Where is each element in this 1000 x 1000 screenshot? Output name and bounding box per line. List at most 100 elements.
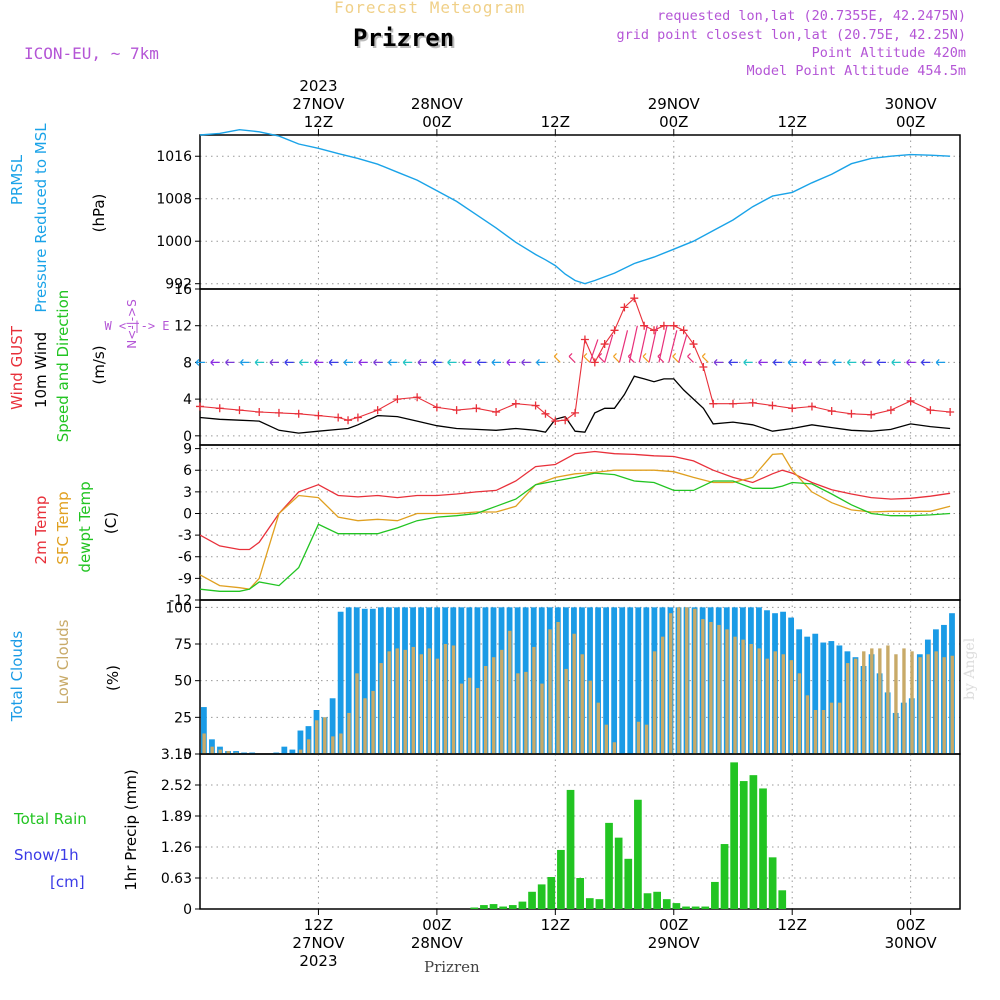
- wind-direction-arrow: [672, 352, 680, 363]
- wind-direction-arrow: [343, 358, 353, 366]
- wind-direction-arrow: [432, 358, 442, 366]
- y-tick-label: 100: [165, 600, 192, 616]
- low-clouds-bar: [725, 629, 729, 754]
- gust-marker: [709, 399, 718, 408]
- low-clouds-bar: [685, 607, 689, 754]
- rain-bar: [585, 898, 594, 909]
- low-clouds-bar: [757, 648, 761, 754]
- low-clouds-bar: [459, 683, 464, 754]
- wind-direction-arrow: [536, 358, 546, 366]
- wind-direction-arrow: [568, 352, 576, 363]
- gust-marker: [235, 406, 244, 415]
- low-clouds-bar: [419, 654, 424, 754]
- bottom-time-label: 00Z: [422, 916, 451, 934]
- low-clouds-bar: [492, 657, 496, 754]
- low-clouds-bar: [821, 710, 826, 754]
- low-clouds-bar: [701, 619, 705, 754]
- bottom-time-label: 2023: [299, 952, 337, 970]
- panel-frame: [199, 288, 961, 446]
- rain-bar: [614, 837, 623, 909]
- low-clouds-bar: [315, 720, 319, 754]
- total-clouds-bar: [337, 611, 344, 754]
- low-clouds-bar: [717, 624, 721, 754]
- gust-marker: [196, 402, 204, 411]
- total-clouds-bar: [595, 607, 601, 754]
- top-time-label: 2023: [299, 77, 337, 95]
- gust-marker: [511, 399, 520, 408]
- rain-bar: [739, 781, 748, 909]
- bottom-time-label: 30NOV: [885, 934, 938, 952]
- temp-unit: (C): [102, 512, 120, 534]
- low-clouds-bar: [636, 721, 641, 754]
- y-tick-label: 0: [183, 747, 192, 763]
- low-clouds-bar: [379, 663, 383, 754]
- bottom-time-label: 27NOV: [292, 934, 345, 952]
- low-clouds-bar: [693, 608, 697, 754]
- low-clouds-bar: [363, 698, 367, 754]
- gust-marker: [294, 409, 303, 418]
- total-clouds-label: Total Clouds: [8, 631, 26, 723]
- precip-axis-label: 1hr Precip (mm): [122, 769, 140, 890]
- low-clouds-bar: [218, 749, 222, 754]
- y-tick-label: 0: [183, 429, 192, 445]
- pressure-label: PRMSL: [8, 154, 26, 205]
- wind-barb: [638, 325, 648, 363]
- low-clouds-bar: [403, 649, 407, 754]
- low-clouds-bar: [918, 657, 922, 754]
- total-clouds-bar: [820, 642, 827, 754]
- y-tick-label: 16: [174, 282, 192, 298]
- total-clouds-bar: [345, 607, 352, 754]
- wind-direction-arrow: [447, 358, 457, 366]
- total-clouds-bar: [828, 641, 835, 754]
- total-clouds-bar: [361, 608, 368, 754]
- low-clouds-label: Low Clouds: [54, 619, 72, 704]
- rain-bar: [768, 857, 777, 909]
- top-time-label: 29NOV: [648, 95, 701, 113]
- gust-marker: [334, 413, 343, 422]
- rain-bar: [595, 899, 604, 909]
- low-clouds-bar: [942, 657, 946, 754]
- top-time-label: 12Z: [778, 113, 807, 131]
- total-clouds-bar: [643, 607, 650, 754]
- low-clouds-bar: [789, 660, 794, 754]
- low-clouds-bar: [813, 710, 818, 754]
- model-label: ICON-EU, ~ 7km: [24, 44, 159, 63]
- gust-marker: [886, 406, 895, 415]
- direction-label: Speed and Direction: [54, 290, 72, 443]
- y-tick-label: 12: [174, 319, 192, 335]
- rain-bar: [557, 849, 565, 909]
- top-time-label: 12Z: [541, 113, 570, 131]
- wind-direction-arrow: [613, 352, 620, 363]
- wind-direction-arrow: [254, 358, 265, 366]
- wind-direction-arrow: [462, 358, 472, 366]
- rain-bar: [566, 789, 575, 909]
- wind-speed-line: [199, 375, 951, 434]
- clouds-panel: 0 25 50 75 100: [165, 599, 961, 763]
- low-clouds-bar: [588, 680, 592, 754]
- gust-marker: [551, 417, 560, 426]
- y-tick-label: 992: [165, 277, 192, 293]
- compass-we-label: W <-|-> E: [104, 319, 169, 333]
- wind-panel: 0 4 8 12 16: [174, 282, 961, 446]
- gust-marker: [847, 409, 856, 418]
- rain-bar: [634, 799, 642, 909]
- gust-marker: [314, 411, 323, 420]
- gust-marker: [393, 395, 402, 404]
- total-clouds-bar: [474, 607, 481, 754]
- low-clouds-bar: [886, 645, 890, 754]
- rain-bar: [547, 877, 556, 909]
- low-clouds-bar: [226, 751, 230, 754]
- wind-direction-arrow: [728, 358, 738, 366]
- rain-bar: [508, 905, 517, 909]
- dewpoint-line: [199, 472, 951, 592]
- gust-marker: [561, 416, 570, 425]
- temp-2m-label: 2m Temp: [32, 496, 50, 565]
- temp-2m-line: [199, 450, 951, 551]
- low-clouds-bar: [797, 673, 802, 754]
- wind-direction-arrow: [787, 358, 798, 366]
- location-title: Prizren: [353, 24, 455, 52]
- rain-bar: [470, 907, 479, 909]
- gust-marker: [748, 398, 757, 407]
- total-clouds-bar: [369, 608, 376, 754]
- wind-direction-arrow: [387, 358, 398, 366]
